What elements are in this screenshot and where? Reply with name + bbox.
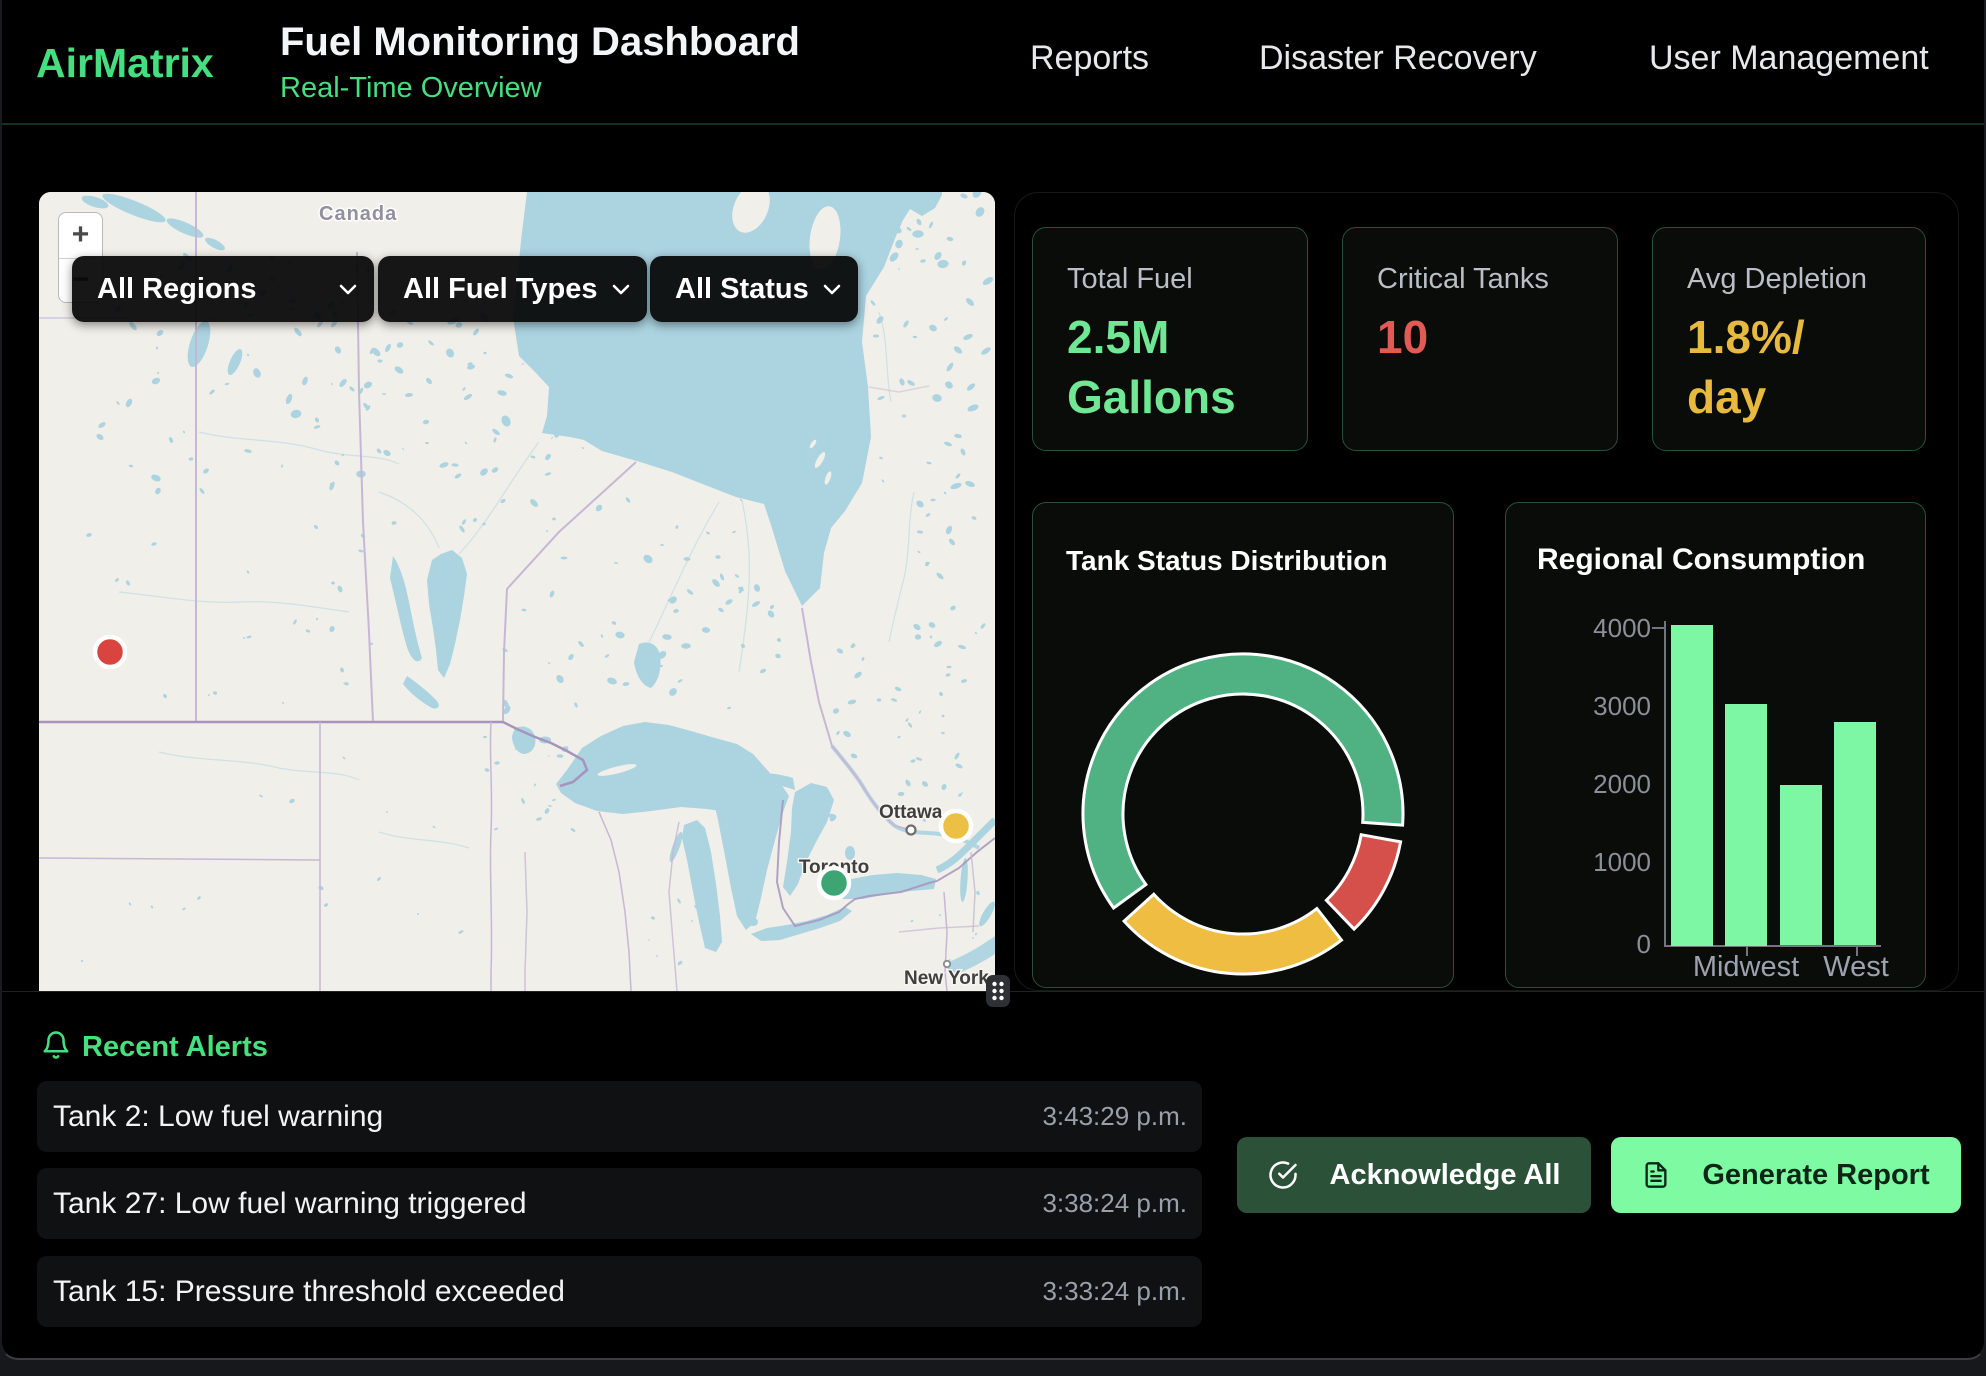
svg-text:Ottawa: Ottawa bbox=[879, 802, 943, 823]
svg-text:Canada: Canada bbox=[319, 203, 397, 225]
svg-text:New York: New York bbox=[904, 968, 989, 989]
